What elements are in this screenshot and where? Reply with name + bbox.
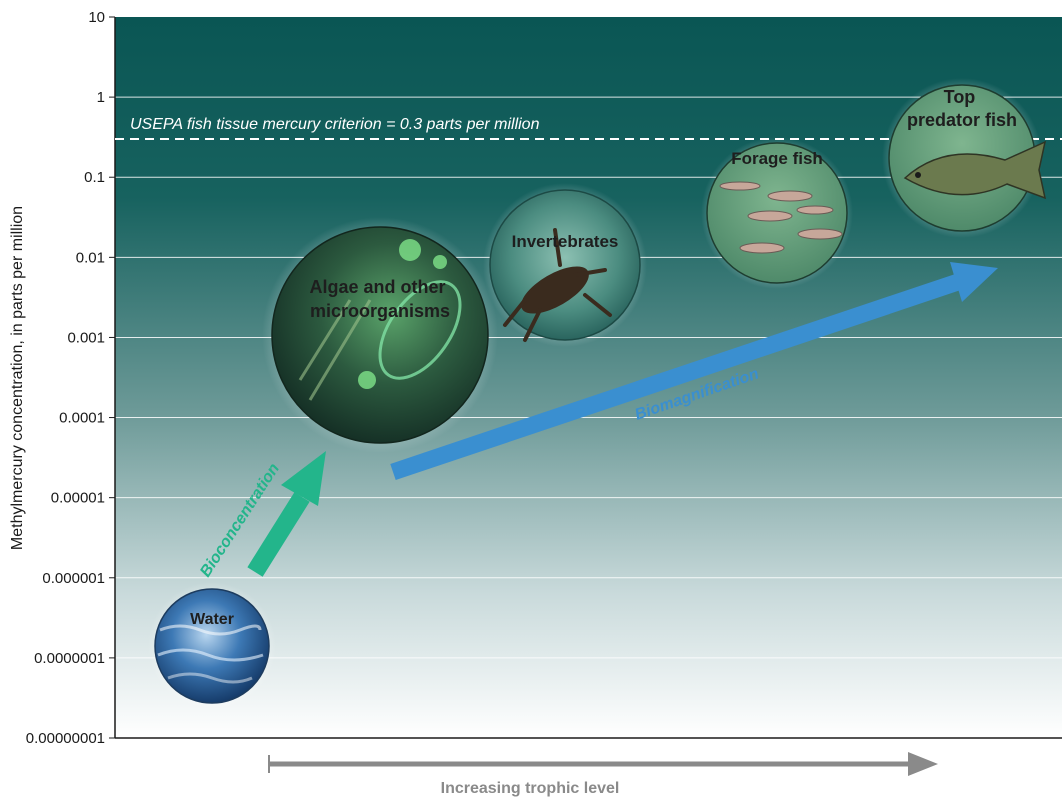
point-algae: Algae and other microorganisms	[262, 217, 498, 453]
point-label-water: Water	[190, 611, 234, 628]
point-label-invertebrates: Invertebrates	[512, 232, 619, 251]
y-tick-label: 0.00000001	[26, 730, 105, 747]
y-axis-label: Methylmercury concentration, in parts pe…	[9, 206, 26, 550]
y-tick-label: 0.001	[67, 329, 105, 346]
y-tick-label: 0.01	[76, 249, 105, 266]
point-invertebrates: Invertebrates	[483, 183, 647, 347]
y-tick-label: 0.0001	[59, 410, 105, 427]
biomagnification-arrow	[390, 262, 998, 481]
y-tick-label: 0.000001	[42, 570, 105, 587]
point-forage-fish: Forage fish	[701, 137, 853, 289]
point-top-predator-fish: Top predator fish	[882, 78, 1047, 238]
y-tick-label: 10	[88, 9, 105, 26]
y-tick-labels: 10 1 0.1 0.01 0.001 0.0001 0.00001 0.000001 0.00…	[26, 9, 115, 747]
point-water: Water	[148, 582, 276, 710]
y-tick-label: 0.1	[84, 169, 105, 186]
x-axis-label: Increasing trophic level	[441, 780, 620, 797]
point-label-forage-fish: Forage fish	[731, 149, 823, 168]
bioconcentration-arrow	[247, 451, 326, 577]
y-tick-label: 1	[97, 89, 105, 106]
criterion-label: USEPA fish tissue mercury criterion = 0.…	[130, 116, 540, 133]
y-tick-label: 0.0000001	[34, 650, 105, 667]
point-label-top-predator: Top predator fish	[907, 87, 1017, 130]
trophic-level-arrow	[268, 752, 938, 776]
y-tick-label: 0.00001	[51, 490, 105, 507]
point-label-algae: Algae and other microorganisms	[309, 277, 450, 321]
